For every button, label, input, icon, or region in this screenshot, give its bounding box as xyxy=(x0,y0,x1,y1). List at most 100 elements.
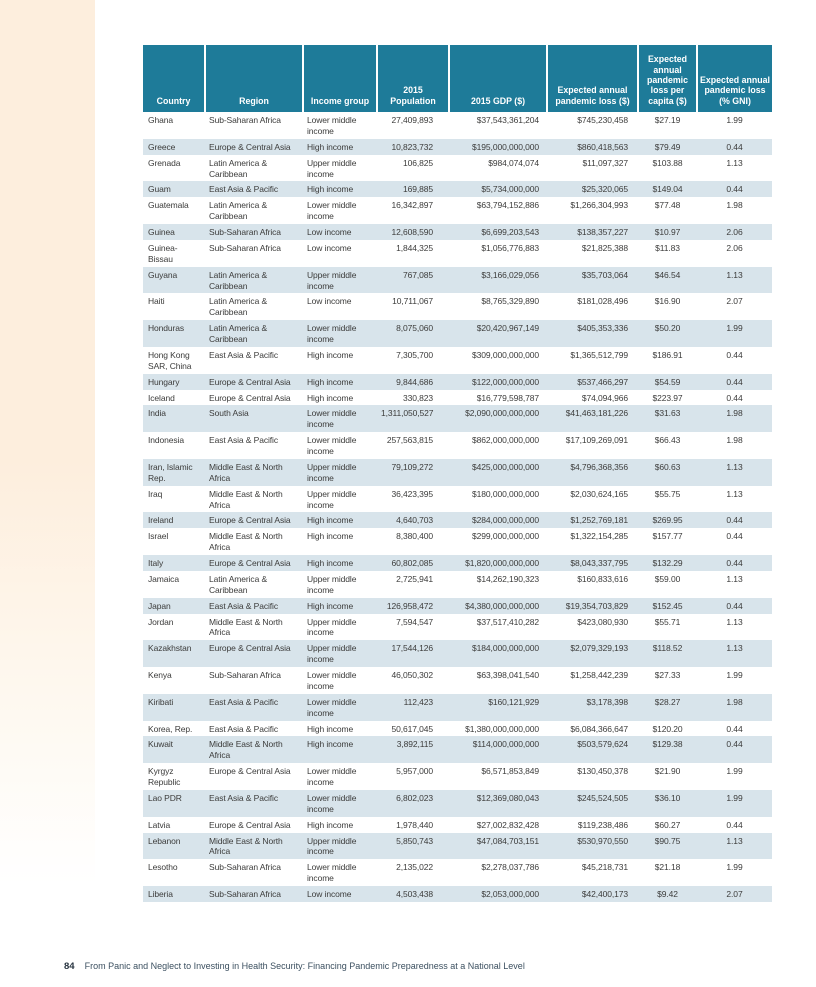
document-title: From Panic and Neglect to Investing in H… xyxy=(84,961,525,971)
table-cell: High income xyxy=(307,376,354,387)
table-header-row: Country Region Income group 2015 Population… xyxy=(143,45,772,112)
table-row: Guam East Asia & Pacific High income 169,88… xyxy=(143,181,772,198)
table-cell: $120.20 xyxy=(652,723,683,734)
table-cell: Upper middle income xyxy=(307,488,357,510)
table-cell: Middle East & North Africa xyxy=(209,835,283,857)
table-cell: Upper middle income xyxy=(307,269,357,291)
table-cell: High income xyxy=(307,819,354,830)
table-cell: $60.63 xyxy=(654,461,681,472)
table-cell: High income xyxy=(307,141,354,152)
table-cell: 2.07 xyxy=(726,889,743,899)
table-cell: $77.48 xyxy=(654,200,681,211)
table-cell: Sub-Saharan Africa xyxy=(209,862,281,873)
table-cell: $19,354,703,829 xyxy=(565,600,628,611)
table-cell: $31.63 xyxy=(654,408,681,419)
table-cell: $119,238,486 xyxy=(577,819,628,830)
page-footer: 84 From Panic and Neglect to Investing i… xyxy=(64,961,784,972)
table-cell: $4,380,000,000,000 xyxy=(465,600,539,611)
table-cell: $103.88 xyxy=(652,157,683,168)
table-cell: East Asia & Pacific xyxy=(209,723,278,734)
table-cell: $36.10 xyxy=(654,792,681,803)
table-cell: $66.43 xyxy=(654,435,681,446)
table-cell: Italy xyxy=(148,558,164,568)
table-cell: High income xyxy=(307,558,354,568)
table-cell: $79.49 xyxy=(654,141,681,152)
table-cell: $423,080,930 xyxy=(577,616,628,627)
table-cell: $74,094,966 xyxy=(581,392,628,403)
table-cell: 10,823,732 xyxy=(391,141,433,152)
table-cell: $46.54 xyxy=(654,269,681,280)
table-cell: $6,699,203,543 xyxy=(481,227,539,237)
table-cell: Ghana xyxy=(148,115,174,125)
table-cell: $90.75 xyxy=(654,835,681,846)
table-cell: $425,000,000,000 xyxy=(472,461,539,472)
table-row: Honduras Latin America & Caribbean Lower m… xyxy=(143,320,772,347)
table-body: Ghana Sub-Saharan Africa Lower middle inco… xyxy=(143,112,772,902)
table-cell: $186.91 xyxy=(652,349,683,360)
table-cell: 4,503,438 xyxy=(396,889,433,899)
table-cell: $284,000,000,000 xyxy=(472,515,539,526)
table-cell: Lower middle income xyxy=(307,115,357,136)
table-cell: $12,369,080,043 xyxy=(476,792,539,803)
table-cell: East Asia & Pacific xyxy=(209,792,278,803)
table-cell: Sub-Saharan Africa xyxy=(209,670,281,680)
table-cell: $180,000,000,000 xyxy=(472,488,539,499)
table-cell: 1,311,050,527 xyxy=(381,408,434,419)
table-cell: $5,734,000,000 xyxy=(481,184,539,195)
table-cell: 6,802,023 xyxy=(396,792,433,803)
table-cell: 2,135,022 xyxy=(396,862,433,873)
table-cell: $4,796,368,356 xyxy=(570,461,628,472)
table-cell: 2.06 xyxy=(726,227,743,237)
table-cell: $37,517,410,282 xyxy=(476,616,539,627)
table-cell: Iran, Islamic Rep. xyxy=(148,461,193,483)
table-cell: $42,400,173 xyxy=(581,889,628,899)
table-cell: 767,085 xyxy=(402,269,433,280)
table-cell: Sub-Saharan Africa xyxy=(209,227,281,237)
table-cell: 17,544,126 xyxy=(391,643,433,654)
table-cell: High income xyxy=(307,349,354,360)
table-cell: $21,825,388 xyxy=(581,242,628,253)
table-cell: Middle East & North Africa xyxy=(209,616,283,638)
table-cell: Latin America & Caribbean xyxy=(209,296,268,318)
table-row: Jordan Middle East & North Africa Upper mi… xyxy=(143,614,772,641)
table-cell: 50,617,045 xyxy=(391,723,433,734)
table-cell: Iraq xyxy=(148,488,163,499)
table-cell: $195,000,000,000 xyxy=(472,141,539,152)
table-cell: $55.75 xyxy=(654,488,681,499)
table-cell: Lower middle income xyxy=(307,323,357,344)
table-cell: $14,262,190,323 xyxy=(476,573,539,584)
table-cell: 0.44 xyxy=(726,392,743,403)
column-header: 2015 GDP ($) xyxy=(448,45,547,112)
table-row: Iran, Islamic Rep. Middle East & North Af… xyxy=(143,458,772,486)
table-row: Liberia Sub-Saharan Africa Low income 4,503… xyxy=(143,886,772,902)
table-row: Lebanon Middle East & North Africa Upper m… xyxy=(143,832,772,860)
page-number: 84 xyxy=(64,961,75,972)
table-row: Greece Europe & Central Asia High income 10… xyxy=(143,138,772,155)
table-cell: $745,230,458 xyxy=(577,115,628,125)
table-cell: Guatemala xyxy=(148,200,189,211)
table-cell: $10.97 xyxy=(654,227,681,237)
table-cell: 0.44 xyxy=(726,819,743,830)
table-cell: 1.99 xyxy=(726,670,743,680)
table-cell: Guinea xyxy=(148,227,175,237)
table-cell: 1.99 xyxy=(726,323,743,334)
column-header: Income group xyxy=(302,45,377,112)
table-cell: 0.44 xyxy=(726,184,743,195)
table-cell: $27.33 xyxy=(654,670,681,680)
column-header: Expected annual pandemic loss ($) xyxy=(546,45,638,112)
table-row: India South Asia Lower middle income 1,311,… xyxy=(143,405,772,433)
table-cell: $3,166,029,056 xyxy=(481,269,539,280)
pandemic-loss-table: Country Region Income group 2015 Population… xyxy=(143,45,772,902)
table-cell: Ireland xyxy=(148,515,174,526)
table-cell: 16,342,897 xyxy=(391,200,433,211)
table-cell: East Asia & Pacific xyxy=(209,349,278,360)
table-cell: $245,524,505 xyxy=(577,792,628,803)
table-cell: Lebanon xyxy=(148,835,181,846)
table-cell: $3,178,398 xyxy=(586,696,628,707)
table-cell: Haiti xyxy=(148,296,165,307)
table-cell: 12,608,590 xyxy=(391,227,433,237)
table-cell: 5,850,743 xyxy=(396,835,433,846)
table-cell: $9.42 xyxy=(657,889,678,899)
table-cell: 1.13 xyxy=(726,488,743,499)
table-row: Guyana Latin America & Caribbean Upper mid… xyxy=(143,266,772,294)
